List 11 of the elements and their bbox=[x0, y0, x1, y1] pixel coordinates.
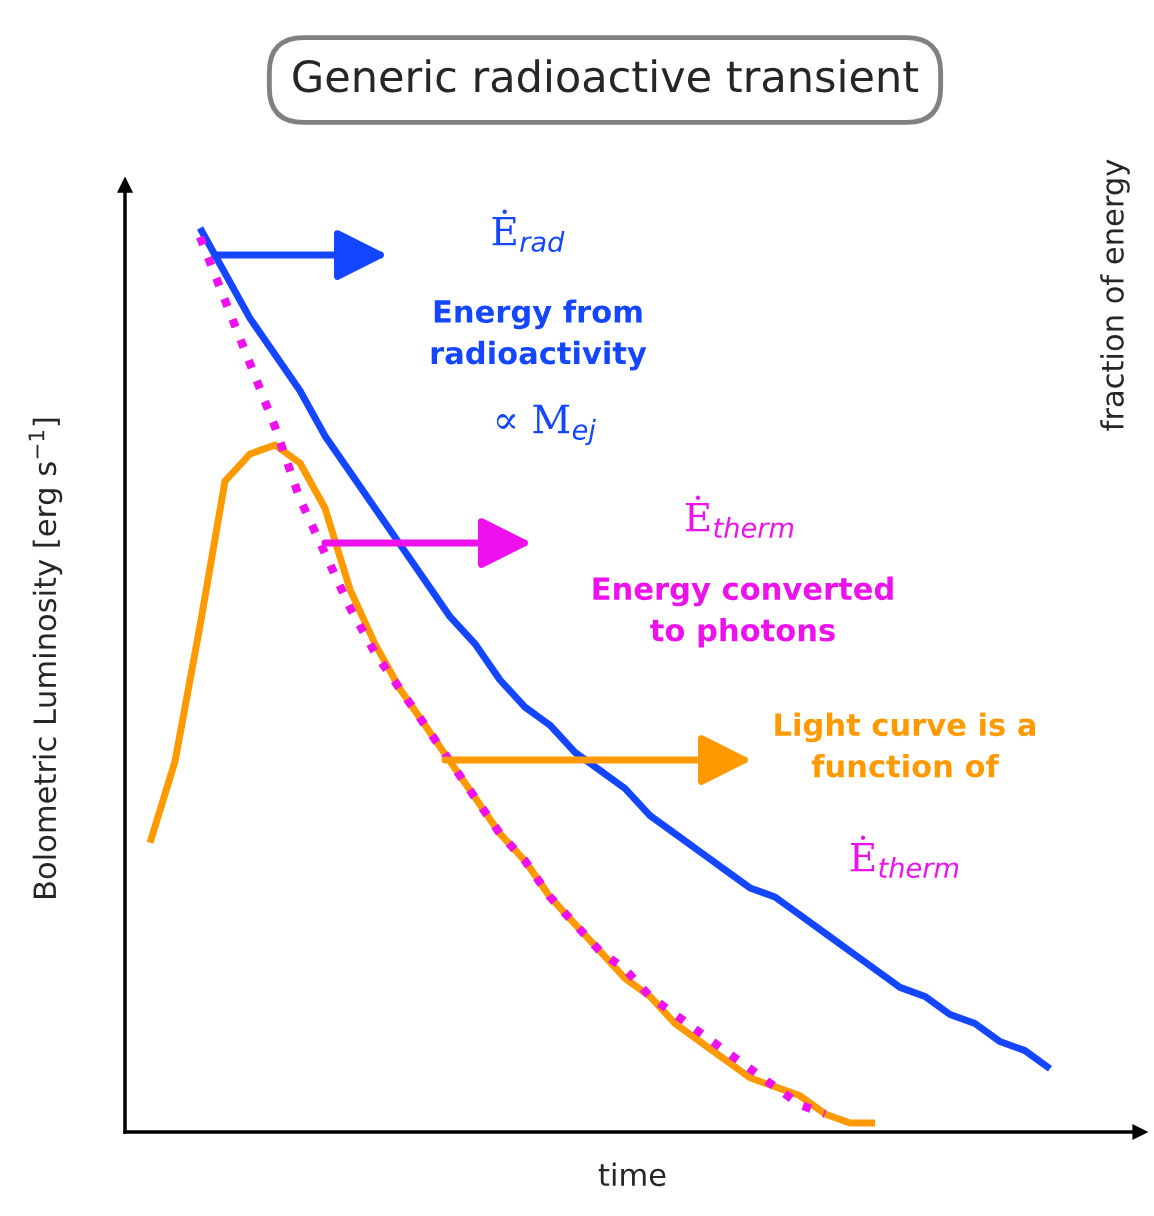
annotation: Light curve is a function of bbox=[775, 712, 1036, 778]
annotation: Ė$_{therm}$ bbox=[685, 495, 794, 539]
annotation: Energy from radioactivity bbox=[431, 299, 647, 371]
y2-axis-title: fraction of energy bbox=[1100, 159, 1130, 431]
annotation: Ė$_{therm}$ bbox=[850, 835, 959, 879]
annotation: Ė$_{rad}$ bbox=[492, 209, 565, 253]
annotation: ∝ M$_{ej}$ bbox=[496, 404, 596, 446]
y-axis-title: Bolometric Luminosity [erg s$^{−1}$] bbox=[28, 418, 63, 898]
annotation: Energy converted to photons bbox=[593, 576, 893, 648]
chart-title: Generic radioactive transient bbox=[293, 59, 919, 93]
x-axis-title: time bbox=[598, 1162, 666, 1187]
